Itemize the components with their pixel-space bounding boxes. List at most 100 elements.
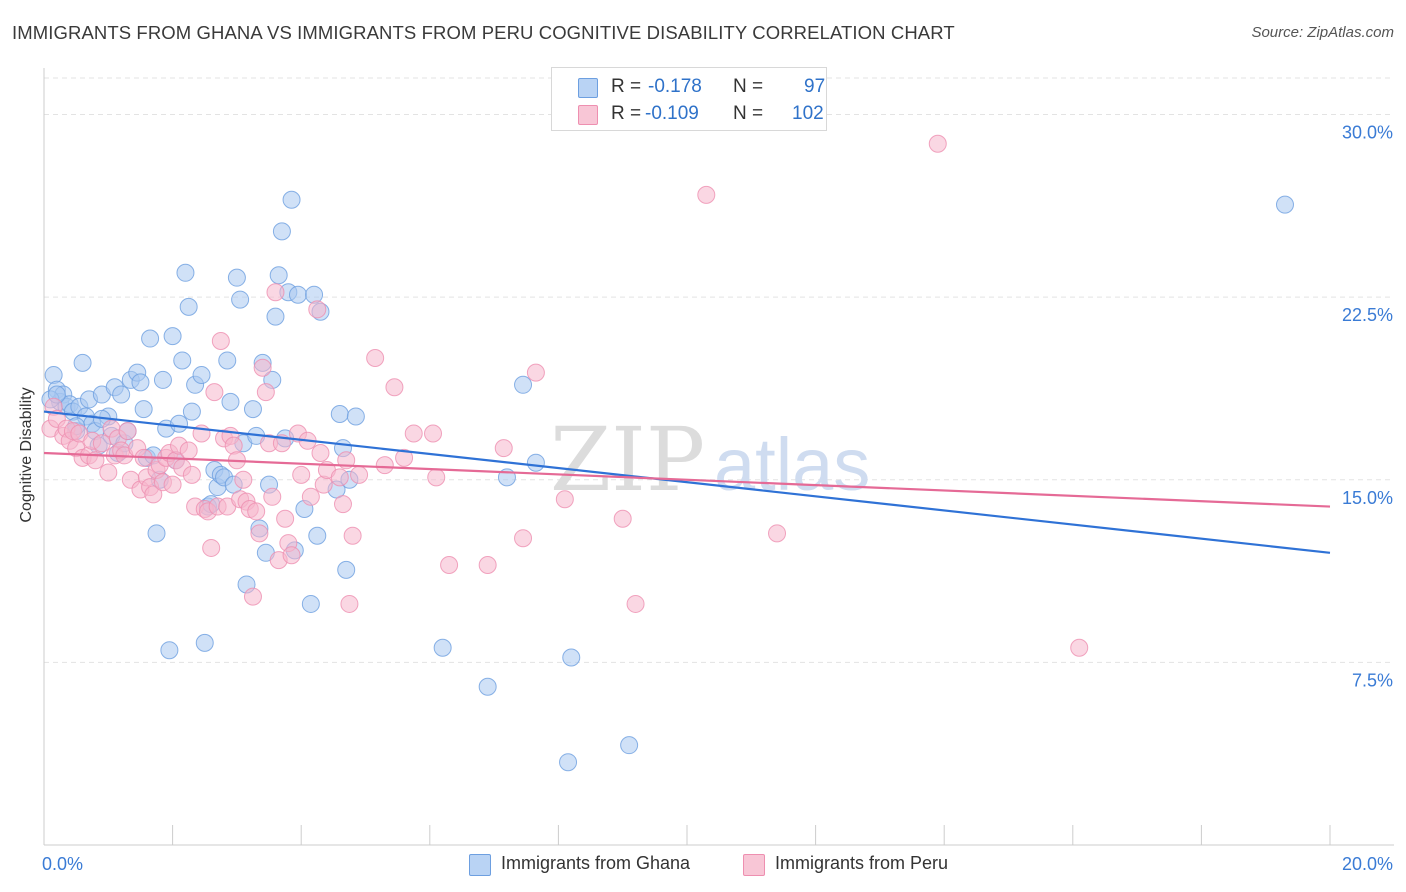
peru-point [182, 465, 201, 484]
peru-point [514, 529, 533, 548]
ghana-point [176, 263, 195, 282]
ghana-point [163, 327, 182, 346]
ghana-point [131, 373, 150, 392]
ghana-point [173, 351, 192, 370]
peru-point [266, 283, 285, 302]
watermark-atlas: atlas [714, 423, 870, 506]
peru-point [276, 509, 295, 528]
peru-trend-line [43, 451, 1331, 508]
ghana-point [44, 366, 63, 385]
ghana-point [308, 526, 327, 545]
peru-point [263, 487, 282, 506]
peru-point [697, 185, 716, 204]
peru-point [928, 134, 947, 153]
ghana-point [231, 290, 250, 309]
ghana-r-value: -0.178 [648, 76, 702, 97]
ghana-point [269, 266, 288, 285]
peru-point [292, 465, 311, 484]
y-tick-label: 22.5% [1342, 305, 1393, 325]
peru-point [494, 439, 513, 458]
peru-point [340, 594, 359, 613]
ghana-point [559, 753, 578, 772]
peru-point [247, 502, 266, 521]
ghana-point [160, 641, 179, 660]
peru-point [243, 587, 262, 606]
peru-point [311, 443, 330, 462]
watermark-zip: ZIP [550, 408, 705, 511]
ghana-point [433, 638, 452, 657]
ghana-point [227, 268, 246, 287]
peru-point [385, 378, 404, 397]
grid-lines [44, 77, 1394, 663]
peru-point [427, 468, 446, 487]
peru-point [253, 358, 272, 377]
ghana-point [478, 677, 497, 696]
bottom-peru-label: Immigrants from Peru [775, 853, 949, 873]
peru-point [205, 383, 224, 402]
ghana-point [179, 297, 198, 316]
watermark: ZIP atlas [550, 408, 870, 511]
peru-point [118, 422, 137, 441]
peru-point [395, 448, 414, 467]
peru-point [440, 555, 459, 574]
peru-point [92, 434, 111, 453]
peru-point [308, 300, 327, 319]
peru-point [250, 524, 269, 543]
ghana-point [620, 736, 639, 755]
peru-point [526, 363, 545, 382]
ghana-swatch [578, 78, 598, 98]
ghana-point [562, 648, 581, 667]
ghana-point [218, 351, 237, 370]
chart-title: IMMIGRANTS FROM GHANA VS IMMIGRANTS FROM… [12, 22, 955, 43]
peru-point [234, 470, 253, 489]
peru-point [224, 436, 243, 455]
trend-lines [43, 410, 1331, 554]
peru-point [330, 468, 349, 487]
source-label: Source: ZipAtlas.com [1251, 24, 1394, 41]
ghana-point [514, 375, 533, 394]
ghana-point [221, 392, 240, 411]
ghana-n-value: 97 [804, 76, 826, 97]
correlation-legend: R = -0.178 N = 97 R = -0.109 N = 102 [551, 67, 827, 131]
ghana-point [266, 307, 285, 326]
bottom-ghana-label: Immigrants from Ghana [501, 853, 691, 873]
peru-point [404, 424, 423, 443]
x-tick-label-min: 0.0% [42, 854, 83, 874]
peru-n-value: 102 [792, 103, 824, 124]
x-tick-label-max: 20.0% [1342, 854, 1393, 874]
peru-point [314, 475, 333, 494]
y-tick-label: 15.0% [1342, 488, 1393, 508]
peru-point [366, 349, 385, 368]
peru-point [301, 487, 320, 506]
ghana-point [288, 285, 307, 304]
peru-point [478, 555, 497, 574]
peru-point [1070, 638, 1089, 657]
peru-point [282, 546, 301, 565]
peru-point [333, 495, 352, 514]
ghana-point [182, 402, 201, 421]
peru-point [768, 524, 787, 543]
ghana-point [141, 329, 160, 348]
ghana-trend-line [43, 410, 1331, 554]
peru-point [99, 463, 118, 482]
y-axis-label: Cognitive Disability [18, 387, 35, 523]
peru-swatch [578, 105, 598, 125]
bottom-peru-swatch [743, 854, 765, 876]
axes [43, 68, 1394, 846]
ghana-point [272, 222, 291, 241]
ghana-point [305, 285, 324, 304]
peru-point [375, 456, 394, 475]
peru-point [613, 509, 632, 528]
ghana-point [301, 594, 320, 613]
ghana-n-label: N = [733, 76, 764, 97]
bottom-ghana-swatch [469, 854, 491, 876]
peru-point [179, 441, 198, 460]
ghana-point [195, 633, 214, 652]
ghana-point [526, 453, 545, 472]
ghana-point [330, 405, 349, 424]
ghana-point [337, 560, 356, 579]
ghana-point [1275, 195, 1294, 214]
y-tick-label: 7.5% [1352, 670, 1393, 690]
peru-point [211, 331, 230, 350]
